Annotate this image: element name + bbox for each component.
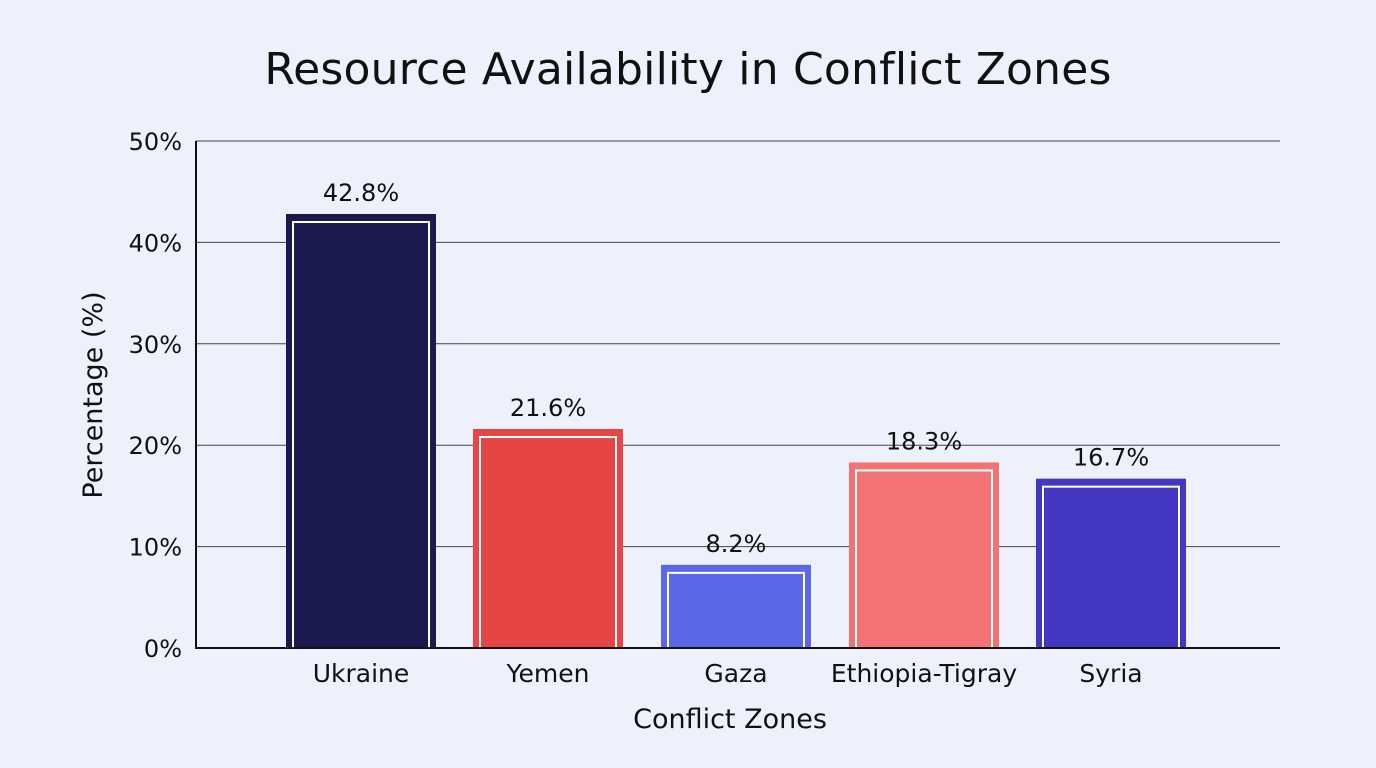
x-tick-label: Ethiopia-Tigray	[831, 659, 1017, 688]
bar	[849, 462, 999, 648]
bar	[1036, 478, 1186, 648]
x-tick-label: Ukraine	[313, 659, 410, 688]
bar-value-label: 21.6%	[510, 394, 586, 422]
bar-value-label: 8.2%	[706, 530, 767, 558]
bar-value-label: 42.8%	[323, 179, 399, 207]
x-tick-label: Syria	[1079, 659, 1142, 688]
bar	[473, 428, 623, 648]
y-tick-label: 50%	[129, 128, 182, 156]
y-tick-label: 40%	[129, 229, 182, 257]
chart-title: Resource Availability in Conflict Zones	[264, 44, 1112, 95]
y-axis-title: Percentage (%)	[78, 291, 109, 498]
bar-value-label: 18.3%	[886, 427, 962, 455]
bar	[286, 214, 436, 648]
y-tick-label: 20%	[129, 432, 182, 460]
y-tick-label: 30%	[129, 331, 182, 359]
x-axis-title: Conflict Zones	[633, 704, 827, 735]
y-tick-label: 0%	[144, 635, 182, 663]
bar-value-label: 16.7%	[1073, 444, 1149, 472]
bar	[661, 564, 811, 648]
x-tick-label: Yemen	[506, 659, 590, 688]
x-tick-label: Gaza	[704, 659, 767, 688]
y-tick-label: 10%	[129, 534, 182, 562]
